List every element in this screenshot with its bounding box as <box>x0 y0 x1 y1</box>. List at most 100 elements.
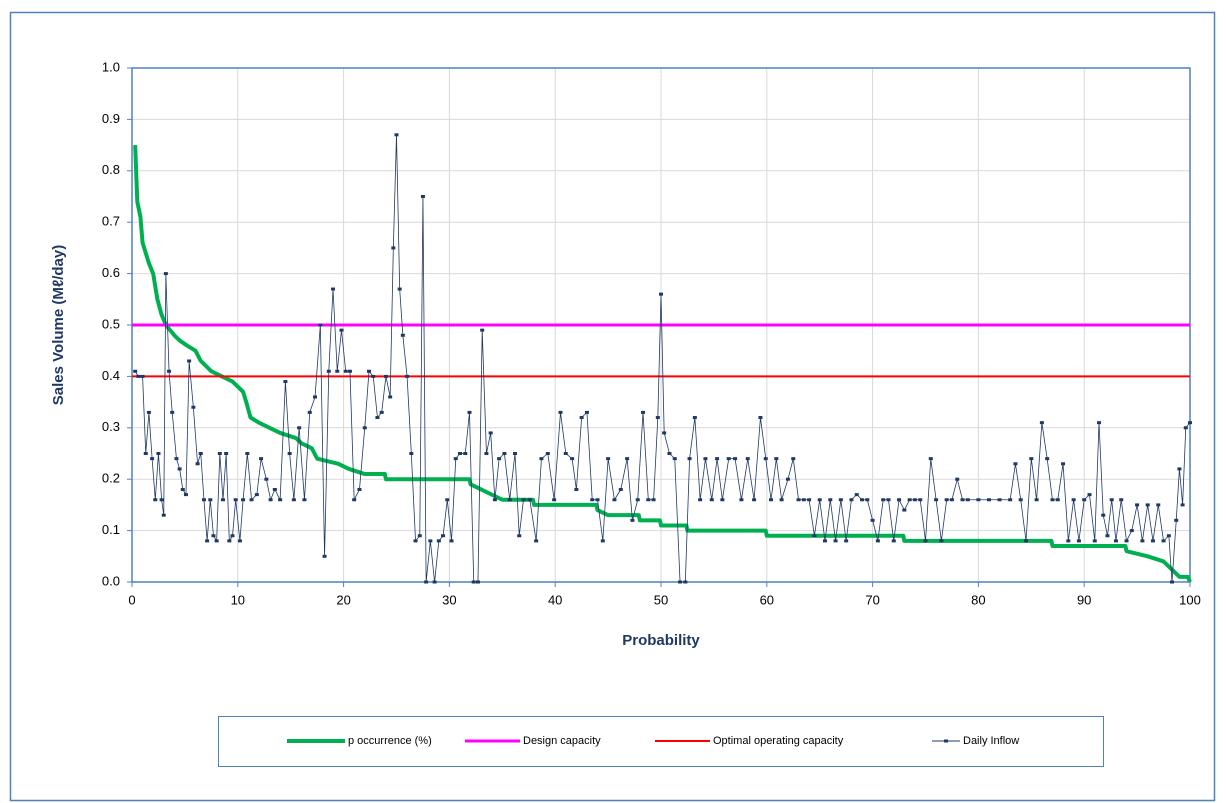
point-marker <box>383 374 388 378</box>
point-marker <box>366 369 371 373</box>
point-marker <box>635 498 640 502</box>
point-marker <box>955 477 960 481</box>
point-marker <box>475 580 480 584</box>
point-marker <box>307 410 312 414</box>
series-line <box>133 145 1192 583</box>
point-marker <box>521 498 526 502</box>
point-marker <box>997 498 1002 502</box>
point-marker <box>1045 457 1050 461</box>
point-marker <box>779 498 784 502</box>
point-marker <box>683 580 688 584</box>
point-marker <box>343 369 348 373</box>
point-marker <box>1166 534 1171 538</box>
point-marker <box>1109 498 1114 502</box>
point-marker <box>1024 539 1029 543</box>
point-marker <box>211 534 216 538</box>
point-marker <box>441 534 446 538</box>
point-marker <box>646 498 651 502</box>
point-marker <box>1183 426 1188 430</box>
point-marker <box>420 195 425 198</box>
point-marker <box>1061 462 1066 466</box>
point-marker <box>534 539 539 543</box>
point-marker <box>318 323 323 327</box>
point-marker <box>177 467 182 471</box>
point-marker <box>1170 580 1175 584</box>
y-axis-title: Sales Volume (Mℓ/day) <box>50 245 67 405</box>
point-marker <box>709 498 714 502</box>
point-marker <box>217 452 222 455</box>
point-marker <box>774 457 779 461</box>
point-marker <box>1174 518 1179 522</box>
x-tick-label: 30 <box>442 592 456 607</box>
point-marker <box>828 498 833 502</box>
point-marker <box>375 416 380 420</box>
point-marker <box>1039 421 1044 425</box>
point-marker <box>1050 498 1055 502</box>
y-tick-label: 0.6 <box>102 265 120 280</box>
point-marker <box>698 498 703 502</box>
point-marker <box>875 539 880 543</box>
point-marker <box>287 452 292 455</box>
chart-frame <box>9 11 1216 802</box>
point-marker <box>865 498 870 502</box>
point-marker <box>612 498 617 502</box>
x-tick-label: 40 <box>548 592 562 607</box>
point-marker <box>630 518 635 522</box>
point-marker <box>854 493 859 497</box>
point-marker <box>339 328 344 332</box>
y-tick-label: 0.8 <box>102 162 120 177</box>
point-marker <box>502 452 507 455</box>
point-marker <box>539 457 544 461</box>
point-marker <box>322 554 327 558</box>
point-marker <box>678 580 683 584</box>
point-marker <box>480 328 485 332</box>
point-marker <box>752 498 757 502</box>
y-tick-label: 0.1 <box>102 522 120 537</box>
point-marker <box>817 498 822 502</box>
point-marker <box>237 539 242 543</box>
point-marker <box>1018 498 1023 502</box>
point-marker <box>136 374 141 378</box>
point-marker <box>918 498 923 502</box>
point-marker <box>844 539 849 543</box>
x-tick-label: 70 <box>865 592 879 607</box>
x-tick-label: 90 <box>1077 592 1091 607</box>
point-marker <box>463 452 468 455</box>
point-marker <box>205 539 210 543</box>
point-marker <box>1092 539 1097 543</box>
point-marker <box>726 457 731 461</box>
point-marker <box>497 457 502 461</box>
point-marker <box>600 539 605 543</box>
y-tick-label: 0.0 <box>102 573 120 588</box>
point-marker <box>902 508 907 512</box>
point-marker <box>801 498 806 502</box>
point-marker <box>558 410 563 414</box>
point-marker <box>391 246 396 250</box>
point-marker <box>907 498 912 502</box>
point-marker <box>326 369 331 373</box>
point-marker <box>167 369 172 373</box>
point-marker <box>733 457 738 461</box>
point-marker <box>254 493 259 497</box>
point-marker <box>224 452 229 455</box>
point-marker <box>891 539 896 543</box>
point-marker <box>1140 539 1145 543</box>
point-marker <box>424 580 429 584</box>
point-marker <box>662 431 667 435</box>
x-tick-label: 20 <box>336 592 350 607</box>
point-marker <box>302 498 307 502</box>
point-marker <box>283 380 288 384</box>
point-marker <box>1076 539 1081 543</box>
point-marker <box>1119 498 1124 502</box>
y-tick-label: 0.4 <box>102 368 120 383</box>
point-marker <box>492 498 497 502</box>
point-marker <box>659 292 663 296</box>
point-marker <box>230 534 235 538</box>
point-marker <box>833 539 838 543</box>
point-marker <box>1097 421 1102 425</box>
point-marker <box>161 513 166 517</box>
point-marker <box>944 498 949 502</box>
point-marker <box>198 452 203 455</box>
point-marker <box>352 498 357 502</box>
